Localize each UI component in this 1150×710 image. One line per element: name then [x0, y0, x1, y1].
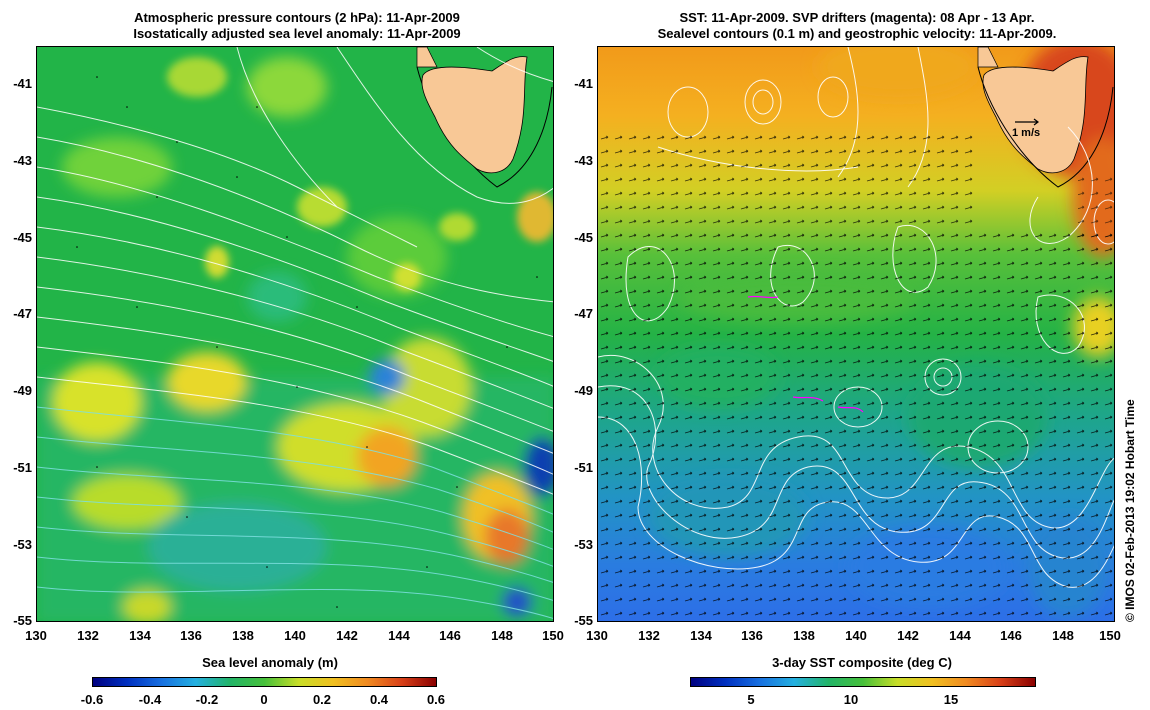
lon-tick-label: 150 — [1099, 628, 1121, 643]
colorbar-tick-label: 0.4 — [369, 692, 389, 707]
right-map-title-line2: Sealevel contours (0.1 m) and geostrophi… — [657, 26, 1057, 41]
lat-tick-label: -45 — [574, 230, 593, 245]
colorbar-tick-label: 15 — [943, 692, 959, 707]
lat-tick-label: -47 — [574, 306, 593, 321]
colorbar-tick-label: -0.4 — [138, 692, 162, 707]
sea-level-colorbar — [92, 677, 437, 687]
lon-tick-label: 138 — [793, 628, 815, 643]
sst-field — [598, 47, 1114, 621]
lon-tick-label: 146 — [439, 628, 461, 643]
colorbar-tick-label: 0.6 — [426, 692, 446, 707]
sea-level-anomaly-map[interactable] — [36, 46, 554, 622]
lat-tick-label: -41 — [574, 76, 593, 91]
left-map-title-line1: Atmospheric pressure contours (2 hPa): 1… — [134, 10, 460, 25]
imos-credit: © IMOS 02-Feb-2013 19:02 Hobart Time — [1123, 399, 1137, 622]
colorbar-tick-label: 0.2 — [312, 692, 332, 707]
colorbar-tick-label: 0 — [260, 692, 268, 707]
lon-tick-label: 148 — [1052, 628, 1074, 643]
lon-tick-label: 132 — [638, 628, 660, 643]
lat-tick-label: -49 — [13, 383, 32, 398]
lat-tick-label: -51 — [13, 460, 32, 475]
lat-tick-label: -53 — [574, 537, 593, 552]
colorbar-tick-label: 10 — [843, 692, 859, 707]
lon-tick-label: 132 — [77, 628, 99, 643]
lat-tick-label: -43 — [13, 153, 32, 168]
lon-tick-label: 144 — [949, 628, 971, 643]
lat-tick-label: -49 — [574, 383, 593, 398]
lat-tick-label: -55 — [574, 613, 593, 628]
lat-tick-label: -47 — [13, 306, 32, 321]
lat-tick-label: -51 — [574, 460, 593, 475]
lon-tick-label: 142 — [336, 628, 358, 643]
lon-tick-label: 134 — [690, 628, 712, 643]
lon-tick-label: 146 — [1000, 628, 1022, 643]
colorbar-tick-label: 5 — [747, 692, 755, 707]
lon-tick-label: 130 — [586, 628, 608, 643]
lon-tick-label: 134 — [129, 628, 151, 643]
colorbar-tick-label: -0.6 — [80, 692, 104, 707]
lat-tick-label: -41 — [13, 76, 32, 91]
lat-tick-label: -45 — [13, 230, 32, 245]
lat-tick-label: -53 — [13, 537, 32, 552]
left-map-title-line2: Isostatically adjusted sea level anomaly… — [133, 26, 461, 41]
lon-tick-label: 136 — [180, 628, 202, 643]
right-map-title-line1: SST: 11-Apr-2009. SVP drifters (magenta)… — [679, 10, 1035, 25]
lat-tick-label: -55 — [13, 613, 32, 628]
lon-tick-label: 140 — [284, 628, 306, 643]
lon-tick-label: 142 — [897, 628, 919, 643]
lon-tick-label: 150 — [542, 628, 564, 643]
lat-tick-label: -43 — [574, 153, 593, 168]
lon-tick-label: 136 — [741, 628, 763, 643]
velocity-scale-label: 1 m/s — [1012, 127, 1041, 139]
lon-tick-label: 130 — [25, 628, 47, 643]
sst-composite-map[interactable]: 1 m/s — [597, 46, 1115, 622]
lon-tick-label: 140 — [845, 628, 867, 643]
right-colorbar-title: 3-day SST composite (deg C) — [772, 655, 952, 670]
sst-colorbar — [690, 677, 1036, 687]
lon-tick-label: 144 — [388, 628, 410, 643]
lon-tick-label: 148 — [491, 628, 513, 643]
sea-level-anomaly-field — [37, 47, 553, 621]
lon-tick-label: 138 — [232, 628, 254, 643]
left-colorbar-title: Sea level anomaly (m) — [202, 655, 338, 670]
colorbar-tick-label: -0.2 — [195, 692, 219, 707]
